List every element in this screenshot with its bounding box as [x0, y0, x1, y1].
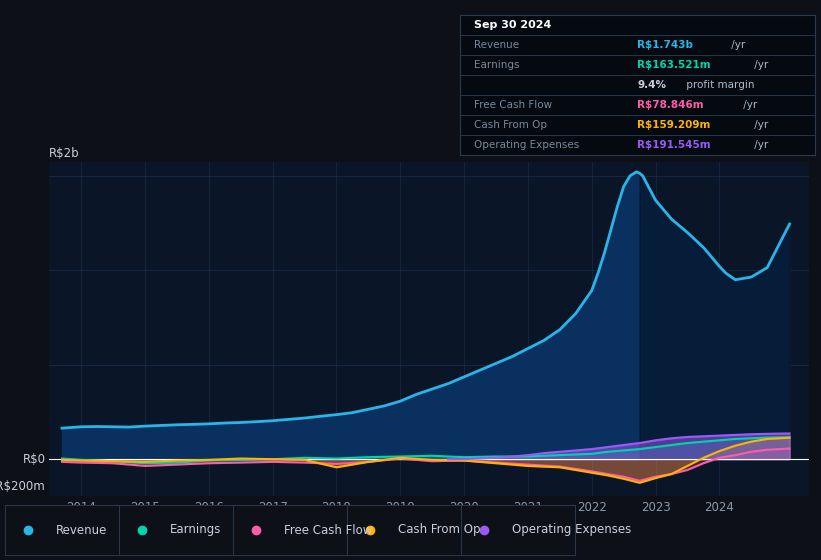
- Text: R$163.521m: R$163.521m: [637, 60, 711, 70]
- Text: Revenue: Revenue: [57, 524, 108, 536]
- Text: Cash From Op: Cash From Op: [475, 120, 548, 130]
- Text: Free Cash Flow: Free Cash Flow: [284, 524, 373, 536]
- Text: R$191.545m: R$191.545m: [637, 140, 711, 150]
- Text: R$2b: R$2b: [49, 147, 80, 160]
- Text: Free Cash Flow: Free Cash Flow: [475, 100, 553, 110]
- Text: R$0: R$0: [22, 452, 45, 466]
- Text: Cash From Op: Cash From Op: [398, 524, 481, 536]
- Text: Earnings: Earnings: [170, 524, 222, 536]
- Text: /yr: /yr: [751, 120, 768, 130]
- Text: profit margin: profit margin: [683, 80, 754, 90]
- Text: Revenue: Revenue: [475, 40, 520, 50]
- Text: R$1.743b: R$1.743b: [637, 40, 694, 50]
- Text: /yr: /yr: [751, 60, 768, 70]
- Text: Sep 30 2024: Sep 30 2024: [475, 20, 552, 30]
- Text: 9.4%: 9.4%: [637, 80, 667, 90]
- Text: R$159.209m: R$159.209m: [637, 120, 711, 130]
- Text: Earnings: Earnings: [475, 60, 520, 70]
- Text: Operating Expenses: Operating Expenses: [475, 140, 580, 150]
- Text: Operating Expenses: Operating Expenses: [512, 524, 631, 536]
- Text: /yr: /yr: [728, 40, 745, 50]
- Text: R$78.846m: R$78.846m: [637, 100, 704, 110]
- Text: -R$200m: -R$200m: [0, 480, 45, 493]
- Text: /yr: /yr: [751, 140, 768, 150]
- Text: /yr: /yr: [740, 100, 757, 110]
